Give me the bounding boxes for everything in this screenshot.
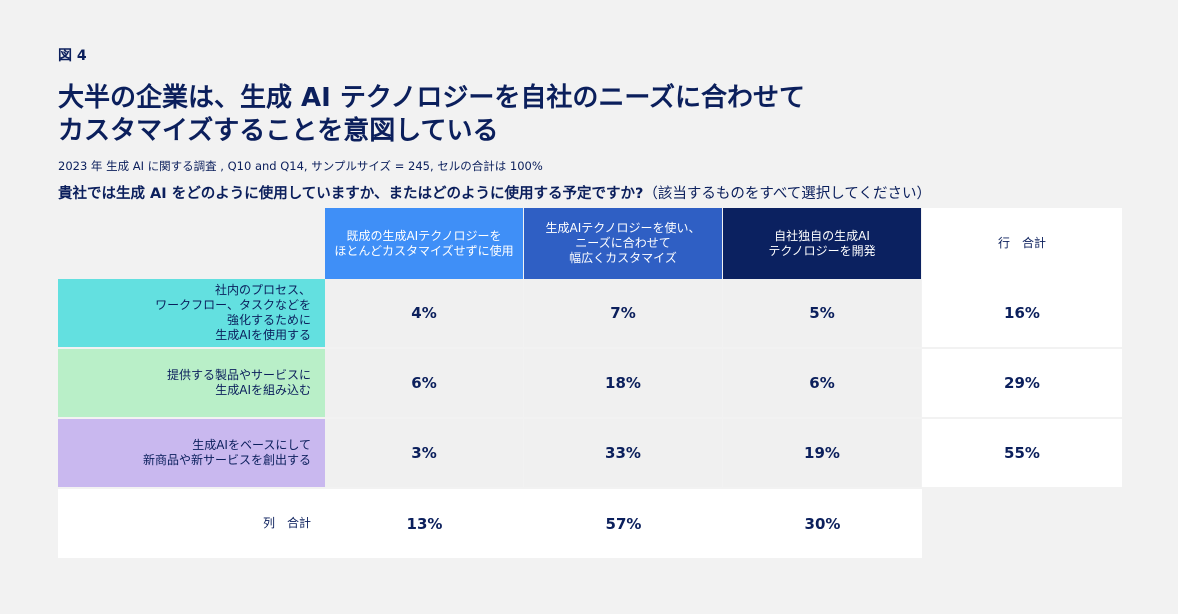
- row-total-header: 行 合計: [922, 208, 1122, 279]
- row-total-cell-text: 55%: [1004, 444, 1040, 462]
- column-header: 生成AIテクノロジーを使い、 ニーズに合わせて 幅広くカスタマイズ: [524, 208, 722, 279]
- column-total-cell: 13%: [325, 489, 524, 558]
- value-cell-text: 18%: [605, 374, 641, 392]
- survey-question-text: 貴社では生成 AI をどのように使用していますか、またはどのように使用する予定で…: [58, 186, 644, 202]
- column-header: 自社独自の生成AI テクノロジーを開発: [723, 208, 921, 279]
- value-cell-text: 6%: [809, 374, 835, 392]
- row-label-text: 生成AIをベースにして 新商品や新サービスを創出する: [142, 438, 311, 467]
- value-cell: 19%: [723, 419, 921, 487]
- chart-title: 大半の企業は、生成 AI テクノロジーを自社のニーズに合わせてカスタマイズするこ…: [58, 83, 806, 146]
- column-total-cell-text: 30%: [804, 514, 841, 533]
- row-label: 社内のプロセス、 ワークフロー、タスクなどを 強化するために 生成AIを使用する: [58, 279, 325, 347]
- column-header: 既成の生成AIテクノロジーを ほとんどカスタマイズせずに使用: [325, 208, 523, 279]
- figure-label: 図 4: [58, 48, 87, 64]
- chart-subtitle: 2023 年 生成 AI に関する調査 , Q10 and Q14, サンプルサ…: [58, 159, 543, 173]
- row-label-text: 提供する製品やサービスに 生成AIを組み込む: [166, 368, 311, 397]
- row-total-cell: 55%: [922, 419, 1122, 487]
- row-total-cell: 29%: [922, 349, 1122, 417]
- row-label: 生成AIをベースにして 新商品や新サービスを創出する: [58, 419, 325, 487]
- survey-question: 貴社では生成 AI をどのように使用していますか、またはどのように使用する予定で…: [58, 182, 931, 203]
- value-cell-text: 5%: [809, 304, 835, 322]
- value-cell: 6%: [325, 349, 523, 417]
- value-cell-text: 3%: [411, 444, 437, 462]
- column-total-cell-text: 57%: [605, 514, 642, 533]
- value-cell: 6%: [723, 349, 921, 417]
- value-cell: 4%: [325, 279, 523, 347]
- value-cell: 33%: [524, 419, 722, 487]
- value-cell: 7%: [524, 279, 722, 347]
- column-total-label: 列 合計: [58, 489, 325, 558]
- column-header-text: 生成AIテクノロジーを使い、 ニーズに合わせて 幅広くカスタマイズ: [545, 221, 701, 265]
- value-cell: 18%: [524, 349, 722, 417]
- value-cell: 3%: [325, 419, 523, 487]
- row-label-text: 社内のプロセス、 ワークフロー、タスクなどを 強化するために 生成AIを使用する: [155, 283, 311, 342]
- value-cell-text: 6%: [411, 374, 437, 392]
- column-header-text: 既成の生成AIテクノロジーを ほとんどカスタマイズせずに使用: [334, 228, 514, 258]
- row-label: 提供する製品やサービスに 生成AIを組み込む: [58, 349, 325, 417]
- column-total-cell: 30%: [723, 489, 922, 558]
- row-total-cell: 16%: [922, 279, 1122, 347]
- column-header-text: 自社独自の生成AI テクノロジーを開発: [768, 228, 876, 258]
- survey-question-note: （該当するものをすべて選択してください）: [643, 186, 931, 202]
- value-cell-text: 4%: [411, 304, 437, 322]
- column-total-cell-text: 13%: [406, 514, 443, 533]
- column-total-label-text: 列 合計: [262, 516, 311, 530]
- row-total-cell-text: 29%: [1004, 374, 1040, 392]
- value-cell-text: 19%: [804, 444, 840, 462]
- row-total-cell-text: 16%: [1004, 304, 1040, 322]
- value-cell: 5%: [723, 279, 921, 347]
- row-total-header-text: 行 合計: [997, 236, 1046, 250]
- value-cell-text: 33%: [605, 444, 641, 462]
- value-cell-text: 7%: [610, 304, 636, 322]
- column-total-cell: 57%: [524, 489, 723, 558]
